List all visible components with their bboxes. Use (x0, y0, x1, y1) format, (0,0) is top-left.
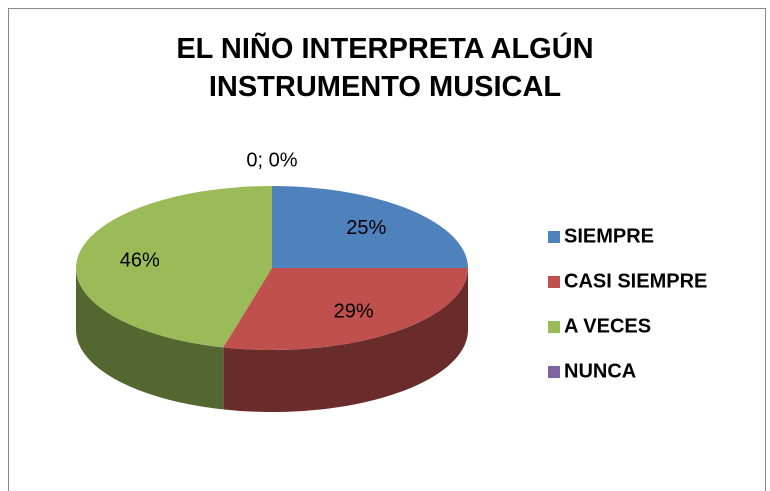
data-label: 46% (120, 249, 160, 271)
legend-swatch (548, 366, 560, 378)
legend-label: SIEMPRE (564, 225, 654, 247)
legend-swatch (548, 231, 560, 243)
pie-side (76, 268, 224, 410)
data-label: 29% (334, 300, 374, 322)
pie-slice (75, 186, 273, 348)
pie-slice (272, 186, 468, 268)
legend-label: NUNCA (564, 360, 636, 382)
data-label: 0; 0% (246, 150, 297, 172)
legend-swatch (548, 276, 560, 288)
pie-slice (223, 268, 468, 350)
legend-swatch (548, 321, 560, 333)
legend-label: A VECES (564, 315, 651, 337)
chart-title: EL NIÑO INTERPRETA ALGÚN INSTRUMENTO MUS… (176, 33, 594, 103)
legend-label: CASI SIEMPRE (564, 270, 707, 292)
pie-side (223, 268, 468, 412)
data-label: 25% (346, 217, 386, 239)
